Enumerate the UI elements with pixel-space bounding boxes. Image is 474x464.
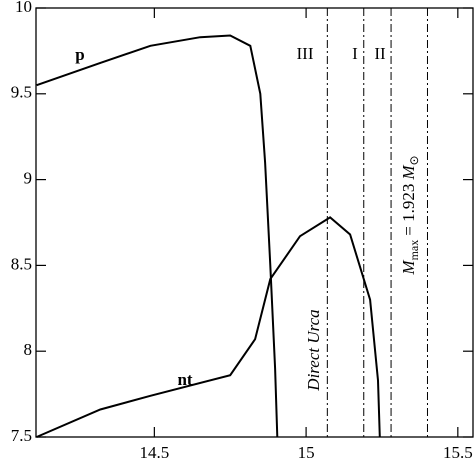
region-label: I: [352, 44, 358, 63]
y-tick-label: 10: [15, 0, 32, 16]
x-tick-label: 15.5: [443, 443, 473, 462]
direct-urca-label: Direct Urca: [304, 309, 323, 391]
region-label: II: [374, 44, 386, 63]
mmax-unit-subscript: ⊙: [407, 155, 421, 165]
y-tick-label: 8.5: [11, 254, 32, 273]
region-label: III: [297, 44, 314, 63]
y-tick-label: 8: [24, 340, 33, 359]
y-tick-label: 9.5: [11, 83, 32, 102]
line-series: [36, 34, 279, 438]
series-label: nt: [177, 370, 192, 389]
x-tick-label: 14.5: [139, 443, 169, 462]
mmax-unit: M: [399, 165, 418, 181]
plot-frame: [35, 7, 474, 438]
mmax-value: = 1.923: [399, 184, 418, 236]
series-label: p: [75, 45, 84, 64]
mmax-subscript: max: [407, 240, 421, 261]
mmax-symbol: M: [399, 260, 418, 276]
mmax-label: Mmax= 1.923M⊙: [399, 155, 421, 275]
y-tick-label: 7.5: [11, 426, 32, 445]
line-series: [36, 216, 381, 438]
y-tick-label: 9: [24, 169, 33, 188]
x-tick-label: 15: [298, 443, 315, 462]
